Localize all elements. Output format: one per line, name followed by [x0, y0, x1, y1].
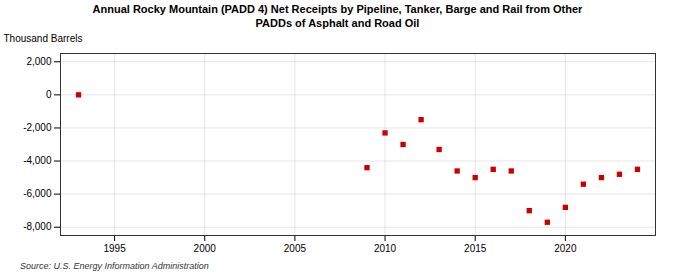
svg-text:2000: 2000: [194, 242, 217, 253]
svg-text:2,000: 2,000: [26, 55, 51, 66]
svg-text:-2,000: -2,000: [23, 122, 52, 133]
html-text:Source: U.S. Energy Informatio: Source: U.S. Energy Information Administ…: [20, 260, 209, 271]
svg-text:2005: 2005: [284, 242, 307, 253]
svg-text:1995: 1995: [103, 242, 126, 253]
svg-text:-8,000: -8,000: [23, 221, 52, 232]
svg-text:0: 0: [46, 89, 52, 100]
html-text:Annual Rocky Mountain (PADD 4): Annual Rocky Mountain (PADD 4) Net Recei…: [92, 3, 583, 29]
svg-text:2015: 2015: [464, 242, 487, 253]
svg-text:-6,000: -6,000: [23, 188, 52, 199]
svg-text:2020: 2020: [554, 242, 577, 253]
svg-text:2010: 2010: [374, 242, 397, 253]
svg-text:Thousand Barrels: Thousand Barrels: [4, 32, 83, 43]
svg-text:-4,000: -4,000: [23, 155, 52, 166]
